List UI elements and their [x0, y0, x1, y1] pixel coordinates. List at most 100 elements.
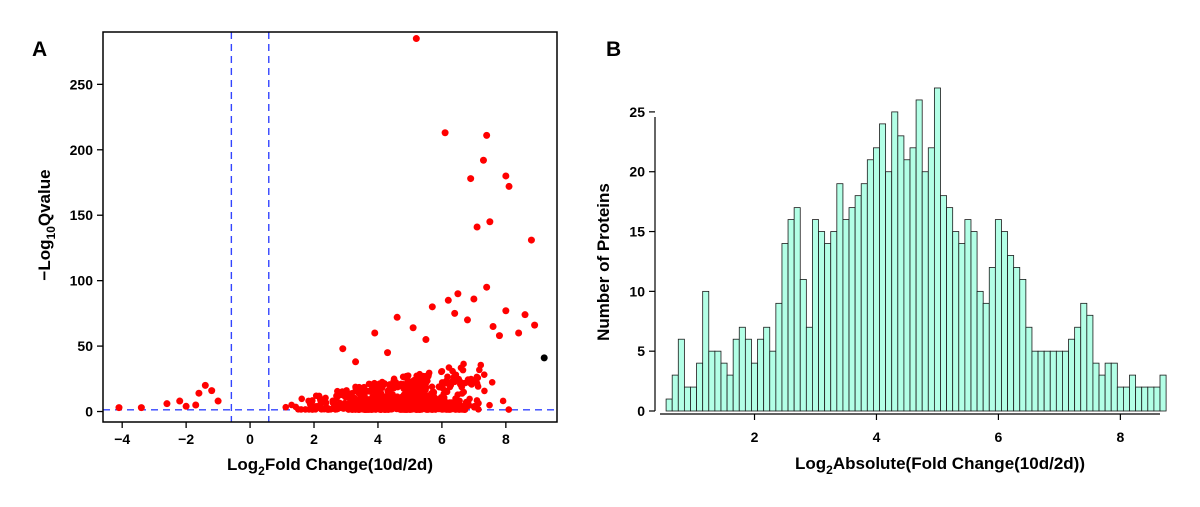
- y-axis-label: Number of Proteins: [594, 183, 613, 341]
- point: [201, 381, 209, 389]
- point: [352, 358, 360, 366]
- point: [329, 399, 337, 407]
- histogram-bar: [873, 147, 880, 412]
- volcano-plot: A −4 −2 0 2 4 6 8 0 50 100 150 200 250 Log2Fold Cha…: [32, 31, 558, 478]
- point: [458, 390, 466, 397]
- x-axis-ticks: 2 4 6 8: [751, 414, 1124, 445]
- point: [334, 387, 341, 395]
- point: [371, 394, 379, 401]
- point: [397, 395, 405, 402]
- point: [456, 402, 464, 409]
- histogram-bar: [781, 243, 789, 412]
- y-tick-label: 0: [85, 404, 93, 420]
- point: [400, 373, 408, 381]
- x-tick-label: 4: [374, 431, 382, 447]
- point: [298, 395, 306, 403]
- x-tick-label: 8: [1116, 429, 1124, 445]
- point: [495, 332, 503, 340]
- point: [483, 283, 491, 291]
- y-tick-label: 5: [637, 343, 645, 359]
- point: [413, 400, 420, 408]
- point: [422, 406, 430, 413]
- histogram-bar: [677, 338, 685, 412]
- x-tick-label: 2: [751, 429, 759, 445]
- histogram-bar: [763, 326, 771, 412]
- y-tick-label: 150: [70, 207, 94, 223]
- threshold-lines: [103, 32, 557, 422]
- x-tick-label: 8: [502, 431, 510, 447]
- histogram-bar: [1049, 350, 1057, 412]
- histogram-bar: [915, 99, 923, 412]
- point: [333, 404, 340, 411]
- point: [463, 316, 471, 324]
- point: [416, 390, 423, 397]
- point: [397, 405, 405, 413]
- histogram-bar: [769, 350, 777, 412]
- histogram-bar: [732, 338, 740, 412]
- point: [439, 395, 446, 403]
- point: [431, 394, 438, 401]
- point: [488, 379, 496, 386]
- point: [137, 404, 145, 412]
- histogram-bar: [946, 207, 954, 412]
- point: [477, 361, 485, 369]
- histogram-bar: [683, 386, 691, 412]
- y-tick-label: 50: [77, 338, 93, 354]
- point: [282, 403, 290, 411]
- point: [441, 129, 449, 137]
- point: [454, 290, 462, 298]
- point: [499, 397, 507, 405]
- x-axis-label: Log2Fold Change(10d/2d): [227, 455, 433, 478]
- x-axis-label: Log2Absolute(Fold Change(10d/2d)): [795, 454, 1085, 477]
- point: [430, 388, 438, 396]
- point: [461, 406, 469, 413]
- x-axis-ticks: −4 −2 0 2 4 6 8: [114, 422, 510, 447]
- histogram-bar: [994, 219, 1002, 412]
- x-tick-label: 2: [310, 431, 318, 447]
- point: [428, 383, 436, 391]
- x-tick-label: −4: [114, 431, 130, 447]
- histogram-bar: [720, 362, 728, 412]
- point: [416, 406, 424, 413]
- point: [348, 389, 356, 397]
- histogram-bar: [1129, 374, 1137, 412]
- point: [470, 402, 478, 410]
- point: [422, 400, 430, 408]
- point: [446, 383, 454, 391]
- point: [453, 396, 460, 403]
- y-axis-label: −Log10Qvalue: [35, 169, 58, 280]
- point: [306, 400, 314, 408]
- histogram-bar: [805, 326, 813, 412]
- histogram-bar: [952, 231, 960, 412]
- histogram-bar: [1031, 350, 1039, 412]
- point: [483, 131, 491, 139]
- point: [470, 295, 478, 303]
- histogram-bar: [1104, 362, 1112, 412]
- y-axis-ticks: 0 50 100 150 200 250: [70, 76, 103, 420]
- histogram-bar: [818, 231, 826, 412]
- histogram-bar: [982, 302, 990, 412]
- point: [473, 223, 481, 231]
- histogram-bar: [909, 147, 917, 412]
- histogram-bar: [964, 219, 972, 412]
- point: [115, 404, 123, 412]
- histogram-bar: [799, 278, 807, 412]
- histogram-bar: [702, 290, 710, 412]
- point: [318, 399, 325, 407]
- point: [418, 396, 425, 403]
- histogram-bar: [1123, 386, 1130, 412]
- point: [387, 395, 395, 402]
- histogram-bar: [787, 219, 795, 412]
- point: [438, 367, 446, 375]
- histogram-bar: [1025, 326, 1033, 412]
- point: [339, 345, 347, 353]
- point: [515, 329, 523, 337]
- y-tick-label: 200: [70, 142, 94, 158]
- y-tick-label: 10: [629, 283, 645, 299]
- histogram-bar: [793, 207, 801, 412]
- histogram-bar: [976, 290, 984, 412]
- x-tick-label: 6: [438, 431, 446, 447]
- point: [163, 400, 171, 408]
- point: [352, 383, 359, 391]
